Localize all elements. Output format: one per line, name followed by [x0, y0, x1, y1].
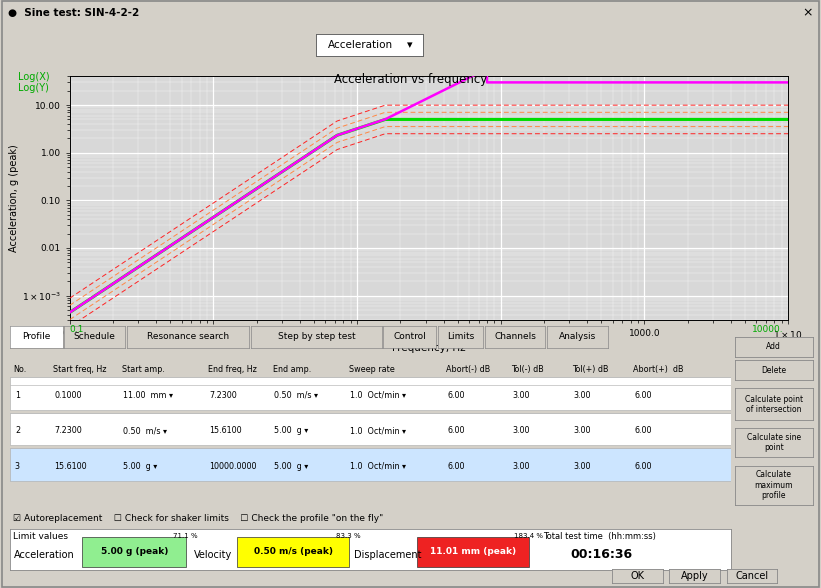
- Text: 15.6100: 15.6100: [209, 426, 242, 435]
- Text: 0.50  m/s ▾: 0.50 m/s ▾: [123, 426, 167, 435]
- Text: Control: Control: [393, 332, 426, 342]
- Text: 10000.0000: 10000.0000: [209, 462, 257, 471]
- Text: Limit values: Limit values: [13, 533, 68, 542]
- Text: ×: ×: [802, 6, 813, 20]
- Text: End freq, Hz: End freq, Hz: [208, 365, 257, 374]
- Text: ●  Sine test: SIN-4-2-2: ● Sine test: SIN-4-2-2: [8, 8, 140, 18]
- Text: Abort(-) dB: Abort(-) dB: [446, 365, 490, 374]
- Text: Delete: Delete: [761, 366, 787, 375]
- Text: 00:16:36: 00:16:36: [570, 548, 632, 561]
- Text: Limits: Limits: [447, 332, 474, 342]
- Text: Schedule: Schedule: [74, 332, 116, 342]
- Text: Apply: Apply: [681, 571, 709, 581]
- Text: Log(Y): Log(Y): [18, 83, 49, 93]
- Text: Tol(-) dB: Tol(-) dB: [511, 365, 544, 374]
- Text: No.: No.: [13, 365, 27, 374]
- Text: 3: 3: [15, 462, 20, 471]
- Text: 71.1 %: 71.1 %: [173, 533, 198, 539]
- Text: 3.00: 3.00: [574, 390, 591, 400]
- Text: 10000.: 10000.: [752, 325, 784, 334]
- Text: Sweep rate: Sweep rate: [349, 365, 394, 374]
- Text: Step by step test: Step by step test: [277, 332, 355, 342]
- Text: Start amp.: Start amp.: [122, 365, 164, 374]
- Text: Velocity: Velocity: [194, 550, 232, 560]
- Text: 3.00: 3.00: [574, 426, 591, 435]
- Text: 1.0  Oct/min ▾: 1.0 Oct/min ▾: [350, 426, 406, 435]
- Text: Start freq, Hz: Start freq, Hz: [53, 365, 107, 374]
- Text: 6.00: 6.00: [635, 426, 653, 435]
- Text: 0.1000: 0.1000: [54, 390, 82, 400]
- Text: 183.4 %: 183.4 %: [514, 533, 544, 539]
- Bar: [82, 537, 186, 567]
- Text: Resonance search: Resonance search: [147, 332, 229, 342]
- Text: 1.0  Oct/min ▾: 1.0 Oct/min ▾: [350, 462, 406, 471]
- Text: 6.00: 6.00: [635, 390, 653, 400]
- Y-axis label: Acceleration, g (peak): Acceleration, g (peak): [9, 145, 19, 252]
- Text: 3.00: 3.00: [512, 390, 530, 400]
- Text: 7.2300: 7.2300: [54, 426, 82, 435]
- Bar: [10, 413, 731, 445]
- Text: Displacement: Displacement: [355, 550, 422, 560]
- Text: 83.3 %: 83.3 %: [337, 533, 361, 539]
- Text: Abort(+)  dB: Abort(+) dB: [633, 365, 684, 374]
- Text: 3.00: 3.00: [512, 462, 530, 471]
- Text: Calculate point
of intersection: Calculate point of intersection: [745, 395, 803, 414]
- Text: 5.00  g ▾: 5.00 g ▾: [274, 462, 309, 471]
- Text: Cancel: Cancel: [736, 571, 768, 581]
- Text: Profile: Profile: [22, 332, 50, 342]
- Text: ▾: ▾: [407, 39, 413, 50]
- Text: Acceleration vs frequency: Acceleration vs frequency: [334, 74, 487, 86]
- Bar: [10, 377, 731, 410]
- Text: 11.00  mm ▾: 11.00 mm ▾: [123, 390, 173, 400]
- Text: Calculate sine
point: Calculate sine point: [747, 433, 800, 452]
- Text: Add: Add: [766, 342, 782, 352]
- Text: 6.00: 6.00: [447, 390, 465, 400]
- Text: 3.00: 3.00: [512, 426, 530, 435]
- Text: Acceleration: Acceleration: [328, 39, 393, 50]
- Text: OK: OK: [630, 571, 644, 581]
- Text: 5.00  g ▾: 5.00 g ▾: [123, 462, 158, 471]
- Text: Analysis: Analysis: [558, 332, 596, 342]
- Text: Channels: Channels: [494, 332, 536, 342]
- Text: 7.2300: 7.2300: [209, 390, 237, 400]
- Text: Log(X): Log(X): [18, 72, 50, 82]
- Text: Total test time  (hh:mm:ss): Total test time (hh:mm:ss): [544, 533, 656, 542]
- Bar: [417, 537, 529, 567]
- X-axis label: Frequency, Hz: Frequency, Hz: [392, 343, 466, 353]
- Text: 3.00: 3.00: [574, 462, 591, 471]
- Text: 5.00 g (peak): 5.00 g (peak): [101, 547, 168, 556]
- Text: 5.00  g ▾: 5.00 g ▾: [274, 426, 309, 435]
- Text: 1: 1: [15, 390, 20, 400]
- Bar: [10, 449, 731, 481]
- Text: 0.50  m/s ▾: 0.50 m/s ▾: [274, 390, 319, 400]
- Text: Acceleration: Acceleration: [13, 550, 74, 560]
- Text: 0.1: 0.1: [70, 325, 85, 334]
- Text: 0.50 m/s (peak): 0.50 m/s (peak): [254, 547, 333, 556]
- Text: 6.00: 6.00: [635, 462, 653, 471]
- Text: Tol(+) dB: Tol(+) dB: [572, 365, 608, 374]
- Text: End amp.: End amp.: [273, 365, 311, 374]
- Text: 6.00: 6.00: [447, 426, 465, 435]
- Text: ☑ Autoreplacement    ☐ Check for shaker limits    ☐ Check the profile "on the fl: ☑ Autoreplacement ☐ Check for shaker lim…: [13, 514, 383, 523]
- Bar: [237, 537, 349, 567]
- Text: 6.00: 6.00: [447, 462, 465, 471]
- Text: 15.6100: 15.6100: [54, 462, 87, 471]
- Text: 2: 2: [15, 426, 20, 435]
- Text: Calculate
maximum
profile: Calculate maximum profile: [754, 470, 793, 500]
- Text: 11.01 mm (peak): 11.01 mm (peak): [430, 547, 516, 556]
- Text: 1.0  Oct/min ▾: 1.0 Oct/min ▾: [350, 390, 406, 400]
